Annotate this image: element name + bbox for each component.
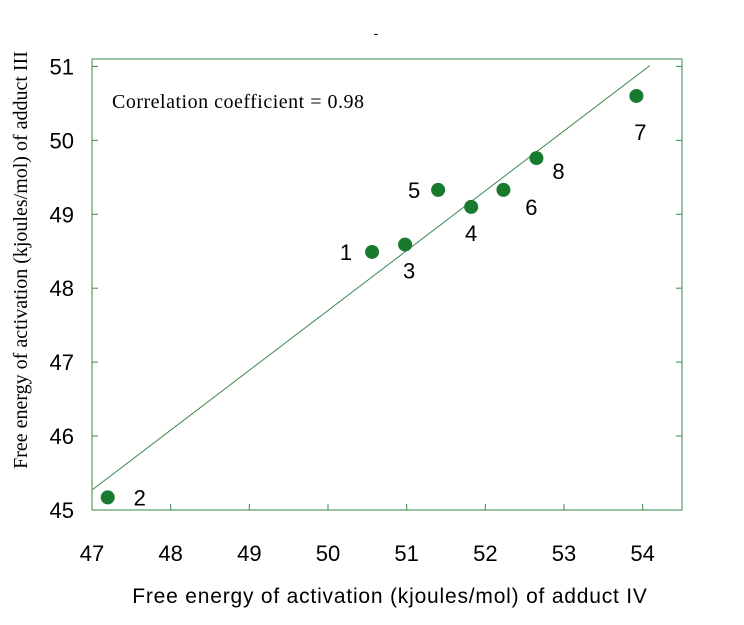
data-point-7 — [629, 88, 644, 103]
point-label-1: 1 — [340, 240, 352, 265]
point-label-7: 7 — [634, 120, 646, 145]
data-point-8 — [529, 151, 544, 166]
regression-line — [91, 65, 651, 491]
point-label-6: 6 — [525, 195, 537, 220]
correlation-annotation: Correlation coefficient = 0.98 — [112, 91, 365, 113]
plot-frame — [91, 58, 683, 511]
x-tick-label: 54 — [630, 541, 654, 566]
x-axis-title: Free energy of activation (kjoules/mol) … — [132, 585, 648, 608]
y-tick-label: 46 — [50, 424, 74, 449]
y-axis-title: Free energy of activation (kjoules/mol) … — [10, 51, 32, 469]
y-tick-label: 45 — [50, 498, 74, 523]
x-tick-label: 49 — [237, 541, 261, 566]
point-label-2: 2 — [134, 485, 146, 510]
x-tick-label: 53 — [552, 541, 576, 566]
chart-title: - — [374, 25, 379, 41]
data-point-6 — [496, 182, 511, 197]
data-point-2 — [100, 490, 115, 505]
x-tick-label: 51 — [394, 541, 418, 566]
data-point-4 — [464, 199, 479, 214]
point-label-4: 4 — [465, 221, 477, 246]
x-tick-label: 48 — [158, 541, 182, 566]
x-tick-label: 50 — [316, 541, 340, 566]
y-tick-label: 51 — [50, 54, 74, 79]
y-tick-label: 50 — [50, 128, 74, 153]
data-point-5 — [431, 182, 446, 197]
data-point-1 — [365, 244, 380, 259]
data-point-3 — [398, 237, 413, 252]
y-tick-label: 49 — [50, 202, 74, 227]
point-label-8: 8 — [552, 159, 564, 184]
x-tick-label: 47 — [80, 541, 104, 566]
point-label-3: 3 — [403, 259, 415, 284]
point-label-5: 5 — [408, 178, 420, 203]
x-tick-label: 52 — [473, 541, 497, 566]
y-tick-label: 48 — [50, 276, 74, 301]
y-tick-label: 47 — [50, 350, 74, 375]
